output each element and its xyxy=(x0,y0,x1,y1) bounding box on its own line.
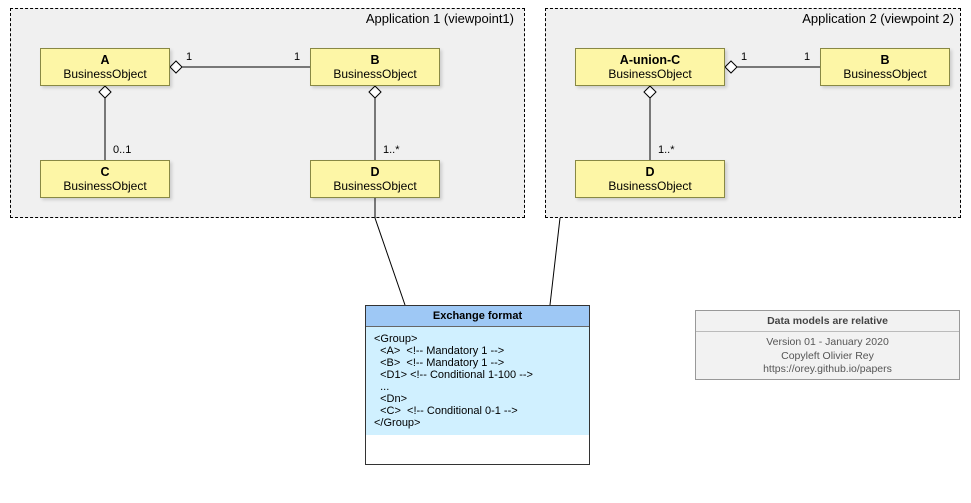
class-b2-stereo: BusinessObject xyxy=(843,67,926,81)
exchange-format-box: Exchange format <Group> <A> <!-- Mandato… xyxy=(365,305,590,465)
class-d2: D BusinessObject xyxy=(575,160,725,198)
class-b2-name: B xyxy=(880,53,889,67)
class-a-name: A xyxy=(100,53,109,67)
info-line2: Copyleft Olivier Rey xyxy=(696,350,959,364)
package-app1-title: Application 1 (viewpoint1) xyxy=(366,11,514,26)
mult-a-b-right: 1 xyxy=(294,51,300,63)
class-b: B BusinessObject xyxy=(310,48,440,86)
class-d-name: D xyxy=(370,165,379,179)
class-d: D BusinessObject xyxy=(310,160,440,198)
class-a-stereo: BusinessObject xyxy=(63,67,146,81)
mult-au-d: 1..* xyxy=(658,144,675,156)
mult-a-b-left: 1 xyxy=(186,51,192,63)
class-b-stereo: BusinessObject xyxy=(333,67,416,81)
class-a-union-c: A-union-C BusinessObject xyxy=(575,48,725,86)
class-d-stereo: BusinessObject xyxy=(333,179,416,193)
mult-b-d: 1..* xyxy=(383,144,400,156)
package-app2-title: Application 2 (viewpoint 2) xyxy=(802,11,954,26)
info-box: Data models are relative Version 01 - Ja… xyxy=(695,310,960,380)
class-a-union-c-name: A-union-C xyxy=(620,53,680,67)
info-line3: https://orey.github.io/papers xyxy=(696,363,959,377)
mult-a-c: 0..1 xyxy=(113,144,131,156)
exchange-format-body: <Group> <A> <!-- Mandatory 1 --> <B> <!-… xyxy=(366,327,589,435)
exchange-format-title: Exchange format xyxy=(366,306,589,327)
class-d2-stereo: BusinessObject xyxy=(608,179,691,193)
class-c-stereo: BusinessObject xyxy=(63,179,146,193)
class-c-name: C xyxy=(100,165,109,179)
class-b2: B BusinessObject xyxy=(820,48,950,86)
class-a-union-c-stereo: BusinessObject xyxy=(608,67,691,81)
class-a: A BusinessObject xyxy=(40,48,170,86)
class-c: C BusinessObject xyxy=(40,160,170,198)
info-title: Data models are relative xyxy=(696,311,959,332)
class-b-name: B xyxy=(370,53,379,67)
mult-au-b-right: 1 xyxy=(804,51,810,63)
class-d2-name: D xyxy=(645,165,654,179)
info-line1: Version 01 - January 2020 xyxy=(696,336,959,350)
mult-au-b-left: 1 xyxy=(741,51,747,63)
